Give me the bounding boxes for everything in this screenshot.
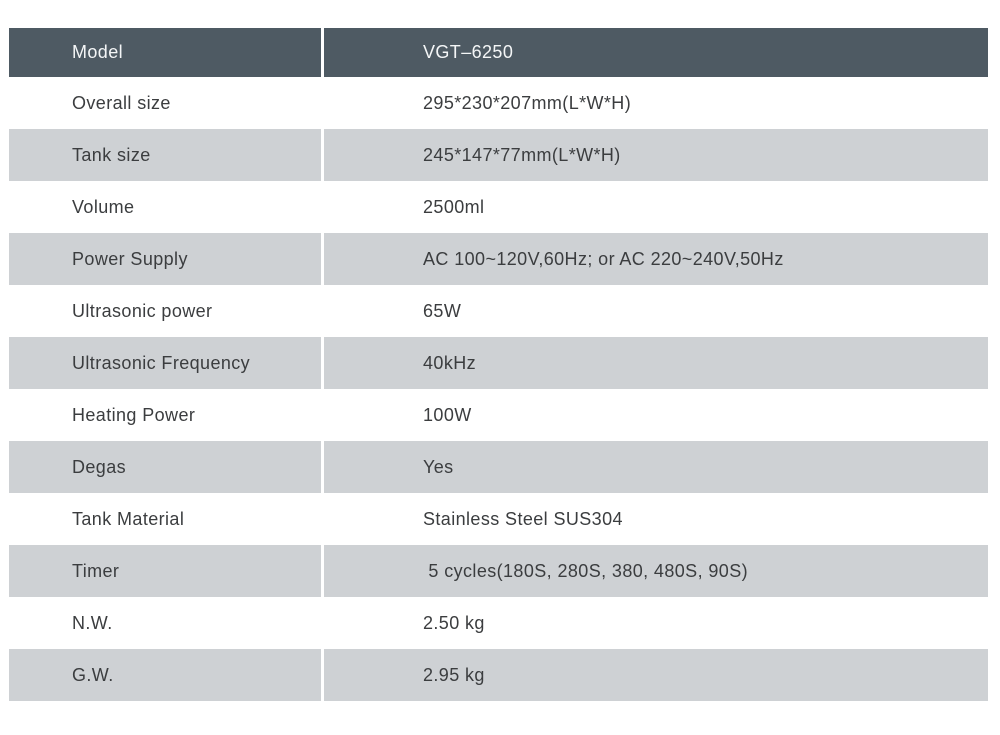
table-row: G.W. 2.95 kg <box>9 649 988 701</box>
spec-label-cell: Tank size <box>9 129 321 181</box>
spec-header-value: VGT–6250 <box>324 28 988 77</box>
table-row: Tank size 245*147*77mm(L*W*H) <box>9 129 988 181</box>
spec-label-cell: Ultrasonic power <box>72 300 213 321</box>
table-row: Ultrasonic Frequency 40kHz <box>9 337 988 389</box>
spec-header-label: Model <box>9 28 321 77</box>
spec-label-cell: Tank Material <box>72 508 185 529</box>
spec-label-cell: Heating Power <box>72 404 196 425</box>
spec-value-cell: 245*147*77mm(L*W*H) <box>324 129 988 181</box>
table-row: Volume 2500ml <box>9 181 988 233</box>
spec-label-cell: N.W. <box>72 612 113 633</box>
table-row: N.W. 2.50 kg <box>9 597 988 649</box>
spec-label-cell: Degas <box>9 441 321 493</box>
spec-value-cell: 65W <box>423 300 462 321</box>
spec-value-cell: 2.95 kg <box>324 649 988 701</box>
spec-value-cell: Stainless Steel SUS304 <box>423 508 623 529</box>
table-row: Degas Yes <box>9 441 988 493</box>
spec-label-cell: Timer <box>9 545 321 597</box>
table-row: Overall size 295*230*207mm(L*W*H) <box>9 77 988 129</box>
spec-table-header-row: Model VGT–6250 <box>9 28 988 77</box>
table-row: Timer 5 cycles(180S, 280S, 380, 480S, 90… <box>9 545 988 597</box>
spec-label-cell: Ultrasonic Frequency <box>9 337 321 389</box>
spec-value-cell: 295*230*207mm(L*W*H) <box>423 92 632 113</box>
spec-label-cell: Power Supply <box>9 233 321 285</box>
spec-value-cell: 5 cycles(180S, 280S, 380, 480S, 90S) <box>324 545 988 597</box>
table-row: Power Supply AC 100~120V,60Hz; or AC 220… <box>9 233 988 285</box>
spec-value-cell: 40kHz <box>324 337 988 389</box>
table-row: Tank Material Stainless Steel SUS304 <box>9 493 988 545</box>
spec-table: Model VGT–6250 Overall size 295*230*207m… <box>9 28 988 701</box>
spec-value-cell: Yes <box>324 441 988 493</box>
spec-value-cell: 2.50 kg <box>423 612 485 633</box>
spec-value-cell: 100W <box>423 404 472 425</box>
spec-label-cell: Volume <box>72 196 135 217</box>
spec-value-cell: 2500ml <box>423 196 485 217</box>
spec-value-cell: AC 100~120V,60Hz; or AC 220~240V,50Hz <box>324 233 988 285</box>
table-row: Heating Power 100W <box>9 389 988 441</box>
table-row: Ultrasonic power 65W <box>9 285 988 337</box>
spec-label-cell: Overall size <box>72 92 171 113</box>
spec-label-cell: G.W. <box>9 649 321 701</box>
